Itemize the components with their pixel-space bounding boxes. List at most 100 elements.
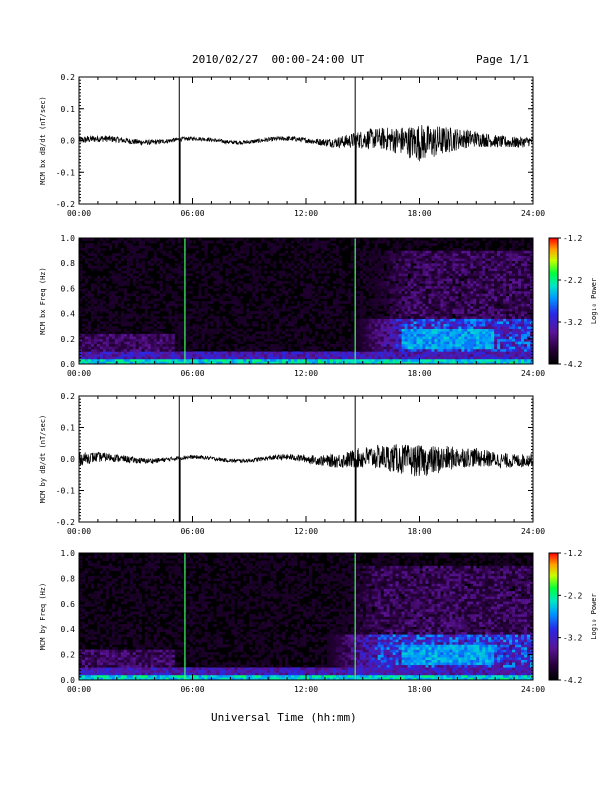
spectrogram-cell	[428, 326, 432, 330]
spectrogram-cell	[440, 356, 444, 360]
spectrogram-cell	[108, 316, 113, 319]
spectrogram-cell	[440, 288, 444, 292]
spectrogram-cell	[311, 348, 316, 352]
spectrogram-cell	[335, 290, 340, 294]
spectrogram-cell	[294, 361, 298, 365]
spectrogram-cell	[422, 253, 426, 256]
spectrogram-cell	[341, 356, 346, 360]
spectrogram-cell	[377, 298, 381, 302]
spectrogram-cell	[225, 270, 229, 274]
spectrogram-cell	[314, 331, 319, 335]
spectrogram-cell	[464, 323, 468, 327]
spectrogram-cell	[437, 318, 441, 322]
spectrogram-cell	[341, 280, 346, 284]
spectrogram-cell	[114, 253, 119, 256]
spectrogram-cell	[279, 283, 283, 287]
spectrogram-cell	[311, 265, 316, 269]
spectrogram-cell	[264, 331, 268, 335]
spectrogram-cell	[297, 303, 301, 307]
spectrogram-cell	[380, 348, 384, 352]
spectrogram-cell	[452, 275, 456, 279]
spectrogram-cell	[168, 338, 172, 342]
spectrogram-cell	[291, 306, 295, 309]
spectrogram-cell	[458, 326, 462, 330]
spectrogram-cell	[452, 255, 456, 259]
spectrogram-cell	[332, 361, 337, 365]
spectrogram-cell	[171, 270, 175, 274]
spectrogram-cell	[96, 303, 101, 307]
spectrogram-cell	[180, 245, 184, 249]
spectrogram-cell	[413, 293, 417, 297]
spectrogram-cell	[138, 353, 143, 357]
spectrogram-cell	[308, 258, 313, 261]
spectrogram-cell	[443, 336, 447, 340]
spectrogram-cell	[497, 295, 501, 299]
spectrogram-cell	[102, 263, 107, 267]
spectrogram-cell	[308, 346, 313, 350]
spectrogram-cell	[350, 265, 355, 269]
spectrogram-cell	[168, 250, 172, 254]
spectrogram-cell	[461, 280, 465, 284]
spectrogram-cell	[332, 298, 337, 302]
spectrogram-cell	[225, 283, 229, 287]
spectrogram-cell	[365, 346, 370, 350]
spectrogram-cell	[446, 336, 450, 340]
spectrogram-cell	[231, 326, 235, 330]
spectrogram-cell	[144, 306, 148, 309]
spectrogram-cell	[470, 283, 474, 287]
spectrogram-cell	[228, 243, 232, 246]
spectrogram-cell	[323, 328, 328, 332]
spectrogram-cell	[126, 351, 131, 355]
spectrogram-cell	[189, 268, 193, 272]
spectrogram-cell	[365, 348, 370, 352]
spectrogram-cell	[261, 358, 265, 362]
spectrogram-cell	[195, 323, 199, 327]
spectrogram-cell	[192, 240, 196, 244]
spectrogram-cell	[267, 328, 271, 332]
spectrogram-cell	[425, 240, 429, 244]
spectrogram-cell	[198, 361, 202, 365]
spectrogram-cell	[308, 356, 313, 360]
spectrogram-cell	[500, 323, 504, 327]
spectrogram-cell	[428, 285, 432, 289]
spectrogram-cell	[470, 328, 474, 332]
spectrogram-cell	[491, 288, 495, 292]
spectrogram-cell	[476, 303, 480, 307]
spectrogram-cell	[377, 253, 381, 256]
spectrogram-cell	[180, 353, 184, 357]
spectrogram-cell	[449, 285, 453, 289]
spectrogram-cell	[267, 321, 271, 324]
spectrogram-cell	[386, 343, 390, 347]
spectrogram-cell	[338, 240, 343, 244]
spectrogram-cell	[434, 358, 438, 362]
spectrogram-cell	[213, 280, 217, 284]
spectrogram-cell	[222, 255, 226, 259]
spectrogram-cell	[314, 245, 319, 249]
spectrogram-cell	[144, 361, 148, 365]
spectrogram-cell	[279, 245, 283, 249]
spectrogram-cell	[105, 278, 110, 282]
spectrogram-cell	[428, 348, 432, 352]
spectrogram-cell	[359, 353, 364, 357]
spectrogram-cell	[291, 268, 295, 272]
spectrogram-cell	[467, 336, 471, 340]
spectrogram-cell	[213, 248, 217, 251]
spectrogram-cell	[225, 358, 229, 362]
spectrogram-cell	[297, 258, 301, 261]
spectrogram-cell	[449, 313, 453, 317]
spectrogram-cell	[440, 255, 444, 259]
spectrogram-cell	[494, 323, 498, 327]
spectrogram-cell	[458, 341, 462, 345]
spectrogram-cell	[443, 265, 447, 269]
spectrogram-cell	[422, 255, 426, 259]
spectrogram-cell	[422, 293, 426, 297]
spectrogram-cell	[258, 245, 262, 249]
spectrogram-cell	[90, 243, 95, 246]
spectrogram-cell	[377, 323, 381, 327]
spectrogram-cell	[300, 238, 304, 241]
spectrogram-cell	[291, 283, 295, 287]
spectrogram-cell	[207, 348, 211, 352]
spectrogram-cell	[204, 245, 208, 249]
spectrogram-cell	[446, 248, 450, 251]
spectrogram-cell	[90, 318, 95, 322]
